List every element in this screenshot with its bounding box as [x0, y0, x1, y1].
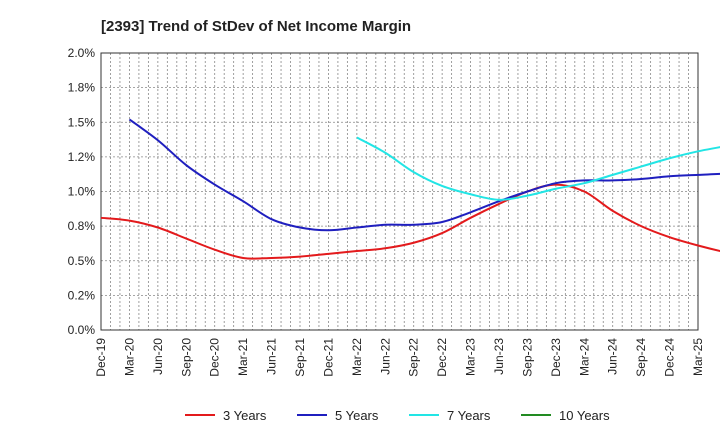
x-tick-label: Jun-23	[492, 338, 506, 375]
x-tick-label: Sep-22	[407, 338, 421, 377]
x-tick-label: Mar-25	[691, 338, 705, 376]
x-tick-label: Sep-23	[520, 338, 534, 377]
x-tick-label: Dec-20	[208, 338, 222, 377]
series-lines	[100, 118, 720, 260]
y-axis: 0.0% 0.2% 0.5% 0.8% 1.0% 1.2% 1.5% 1.8% 2.0%	[68, 46, 96, 337]
x-tick-label: Mar-21	[236, 338, 250, 376]
y-tick-label: 1.5%	[68, 115, 96, 129]
series-line-3-years	[100, 183, 720, 260]
x-tick-label: Dec-24	[663, 338, 677, 377]
x-tick-label: Jun-22	[378, 338, 392, 375]
series-line-5-years	[128, 118, 720, 232]
x-tick-label: Dec-19	[94, 338, 108, 377]
chart-title: [2393] Trend of StDev of Net Income Marg…	[101, 18, 411, 35]
x-tick-label: Dec-21	[321, 338, 335, 377]
plot-area	[100, 52, 699, 331]
legend: 3 Years 5 Years 7 Years 10 Years	[185, 408, 610, 423]
legend-label-10-years: 10 Years	[559, 408, 610, 423]
x-tick-label: Sep-21	[293, 338, 307, 377]
x-tick-label: Jun-20	[151, 338, 165, 375]
x-tick-label: Mar-24	[577, 338, 591, 376]
grid	[101, 53, 698, 330]
x-tick-label: Dec-22	[435, 338, 449, 377]
x-tick-label: Jun-21	[265, 338, 279, 375]
legend-label-3-years: 3 Years	[223, 408, 267, 423]
y-tick-label: 0.0%	[68, 323, 96, 337]
x-axis: Dec-19 Mar-20 Jun-20 Sep-20 Dec-20 Mar-21 Jun-…	[94, 338, 705, 377]
y-tick-label: 1.8%	[68, 81, 96, 95]
x-tick-label: Jun-24	[606, 338, 620, 375]
y-tick-label: 0.8%	[68, 219, 96, 233]
x-tick-label: Mar-20	[122, 338, 136, 376]
x-tick-label: Sep-20	[179, 338, 193, 377]
x-tick-label: Mar-22	[350, 338, 364, 376]
y-tick-label: 1.0%	[68, 185, 96, 199]
series-line-7-years	[356, 136, 720, 201]
x-tick-label: Sep-24	[634, 338, 648, 377]
y-tick-label: 2.0%	[68, 46, 96, 60]
y-tick-label: 1.2%	[68, 150, 96, 164]
y-tick-label: 0.5%	[68, 254, 96, 268]
x-tick-label: Mar-23	[464, 338, 478, 376]
legend-label-5-years: 5 Years	[335, 408, 379, 423]
legend-label-7-years: 7 Years	[447, 408, 491, 423]
x-tick-label: Dec-23	[549, 338, 563, 377]
y-tick-label: 0.2%	[68, 288, 96, 302]
